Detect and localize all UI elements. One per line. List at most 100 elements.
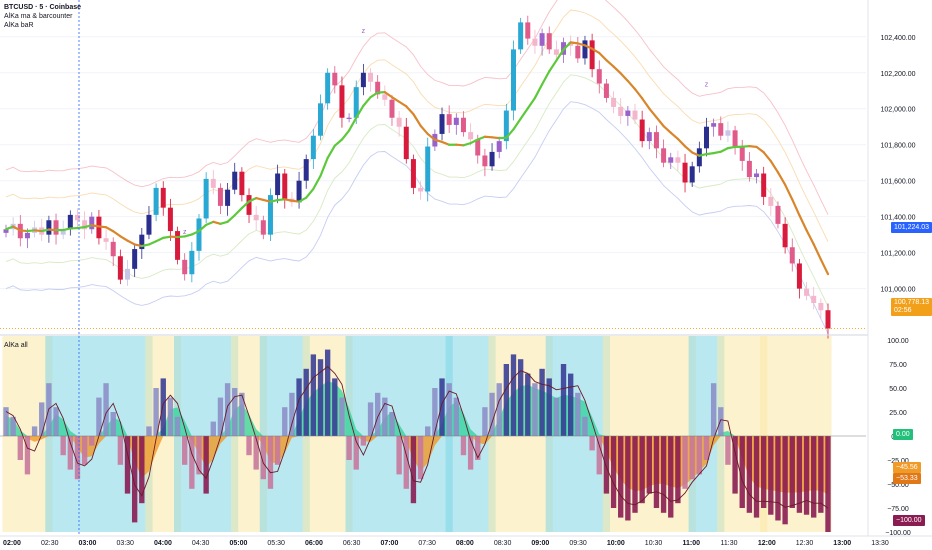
candle-body[interactable] [296,180,302,203]
candle-body[interactable] [525,22,531,39]
candle-body[interactable] [24,232,30,239]
candle-body[interactable] [318,103,324,136]
candle-body[interactable] [89,216,95,230]
candle-body[interactable] [489,151,495,167]
candle-body[interactable] [146,214,152,235]
candle-body[interactable] [589,40,595,70]
candle-body[interactable] [468,132,474,140]
candle-body[interactable] [804,288,810,296]
candle-body[interactable] [503,110,509,142]
candle-body[interactable] [439,114,445,134]
candle-body[interactable] [103,238,109,242]
candle-body[interactable] [246,195,252,215]
candle-body[interactable] [668,157,674,163]
candle-body[interactable] [260,220,266,235]
candle-body[interactable] [167,207,173,232]
candle-body[interactable] [225,189,231,206]
candle-body[interactable] [460,117,466,133]
indicator-bar-label[interactable]: AlKa baR [4,22,34,29]
symbol-title[interactable]: BTCUSD · 5 · Coinbase [4,4,82,11]
candle-body[interactable] [582,40,588,59]
candle-body[interactable] [818,303,824,311]
candle-body[interactable] [139,234,145,250]
candle-body[interactable] [746,160,752,178]
candle-body[interactable] [754,173,760,178]
candle-body[interactable] [332,72,338,86]
candle-body[interactable] [375,81,381,95]
candle-body[interactable] [725,130,731,136]
candle-body[interactable] [625,110,631,116]
candle-body[interactable] [310,135,316,160]
candle-body[interactable] [196,218,202,251]
candle-body[interactable] [46,220,52,235]
candle-body[interactable] [661,148,667,163]
oscillator-pane[interactable] [0,349,866,532]
candle-body[interactable] [475,139,481,156]
candle-body[interactable] [618,106,624,116]
candle-body[interactable] [782,223,788,248]
candle-body[interactable] [82,220,88,230]
candle-body[interactable] [711,123,717,127]
candle-body[interactable] [653,132,659,149]
candle-body[interactable] [3,229,9,233]
candle-body[interactable] [418,187,424,192]
price-candles[interactable]: zzzz [0,0,866,339]
candle-body[interactable] [596,69,602,84]
candle-body[interactable] [546,33,552,50]
candle-body[interactable] [368,72,374,82]
candle-body[interactable] [217,187,223,206]
indicator-ma-label[interactable]: AlKa ma & barcounter [4,13,73,20]
candle-body[interactable] [382,94,388,100]
candle-body[interactable] [353,87,359,118]
candle-body[interactable] [632,110,638,120]
candle-body[interactable] [125,268,131,280]
candle-body[interactable] [553,49,559,55]
candle-body[interactable] [175,231,181,260]
candle-body[interactable] [768,196,774,206]
candle-body[interactable] [282,173,288,199]
candle-body[interactable] [153,187,159,215]
candle-body[interactable] [518,22,524,50]
candle-body[interactable] [339,85,345,118]
candle-body[interactable] [603,83,609,98]
candle-body[interactable] [732,130,738,147]
candle-body[interactable] [775,205,781,224]
candle-body[interactable] [761,173,767,197]
candle-body[interactable] [303,159,309,181]
candle-body[interactable] [410,159,416,188]
candle-body[interactable] [203,178,209,219]
candle-body[interactable] [425,146,431,192]
candle-body[interactable] [789,247,795,264]
candle-body[interactable] [110,241,116,257]
candle-body[interactable] [482,155,488,167]
candle-body[interactable] [446,114,452,125]
candle-body[interactable] [53,220,59,235]
candle-body[interactable] [160,187,166,208]
candle-body[interactable] [703,126,709,149]
candle-body[interactable] [253,214,259,221]
candle-body[interactable] [67,214,73,230]
candle-body[interactable] [389,99,395,118]
oscillator-label[interactable]: AlKa all [4,342,28,349]
candle-body[interactable] [739,146,745,161]
candle-body[interactable] [510,49,516,111]
candle-body[interactable] [811,295,817,304]
candle-body[interactable] [182,259,188,275]
candle-body[interactable] [689,166,695,183]
candle-body[interactable] [575,45,581,59]
candle-body[interactable] [74,214,80,221]
candle-body[interactable] [267,195,273,235]
candle-body[interactable] [496,141,502,152]
candle-body[interactable] [189,250,195,275]
candle-body[interactable] [360,72,366,88]
candle-body[interactable] [60,229,66,235]
candle-body[interactable] [539,33,545,46]
candle-body[interactable] [396,117,402,127]
candle-body[interactable] [532,38,538,46]
candle-body[interactable] [403,126,409,160]
candle-body[interactable] [568,42,574,46]
candle-body[interactable] [796,263,802,289]
candle-body[interactable] [232,171,238,190]
candle-body[interactable] [639,119,645,142]
